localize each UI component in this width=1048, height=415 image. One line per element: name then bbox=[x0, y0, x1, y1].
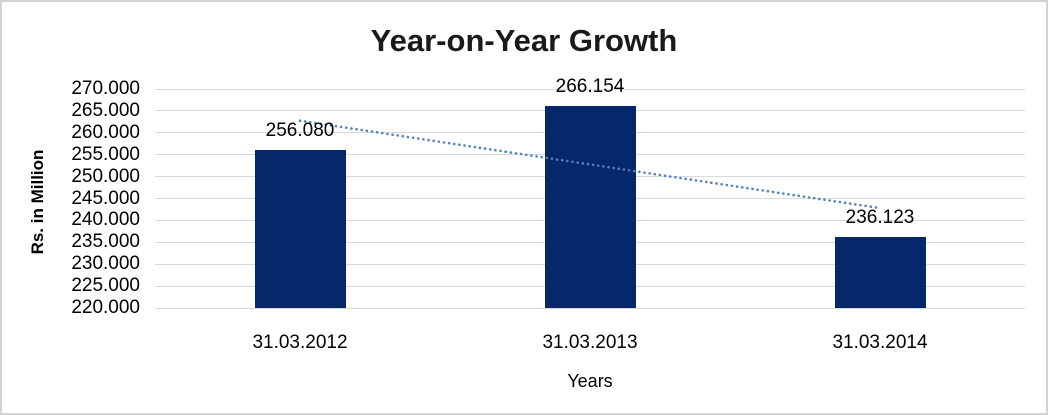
y-tick-label: 270.000 bbox=[71, 78, 140, 99]
x-tick-label: 31.03.2012 bbox=[252, 332, 348, 353]
y-tick-label: 225.000 bbox=[71, 275, 140, 297]
y-tick-label: 245.000 bbox=[71, 187, 140, 209]
bar-value-label: 266.154 bbox=[555, 75, 625, 97]
bar-value-label: 236.123 bbox=[845, 207, 915, 229]
gridline bbox=[155, 307, 1025, 309]
bar-value-label: 256.080 bbox=[265, 119, 335, 141]
trendline bbox=[298, 119, 882, 210]
x-tick-label: 31.03.2014 bbox=[832, 332, 928, 353]
y-tick-label: 230.000 bbox=[71, 253, 140, 275]
plot-area bbox=[155, 88, 1025, 309]
y-tick-label: 265.000 bbox=[71, 99, 140, 121]
y-tick-label: 250.000 bbox=[71, 165, 140, 187]
x-axis-title: Years bbox=[567, 371, 613, 391]
y-tick-label: 235.000 bbox=[71, 231, 140, 253]
y-tick-label: 255.000 bbox=[71, 143, 140, 165]
chart-title: Year-on-Year Growth bbox=[370, 23, 678, 58]
bar-31.03.2013 bbox=[544, 105, 636, 308]
bar-31.03.2014 bbox=[834, 237, 926, 308]
gridline bbox=[155, 88, 1025, 90]
y-tick-label: 260.000 bbox=[71, 121, 140, 143]
y-tick-label: 220.000 bbox=[71, 297, 140, 318]
y-tick-label: 240.000 bbox=[71, 209, 140, 231]
bar-31.03.2012 bbox=[254, 149, 346, 308]
x-tick-label: 31.03.2013 bbox=[542, 332, 638, 353]
